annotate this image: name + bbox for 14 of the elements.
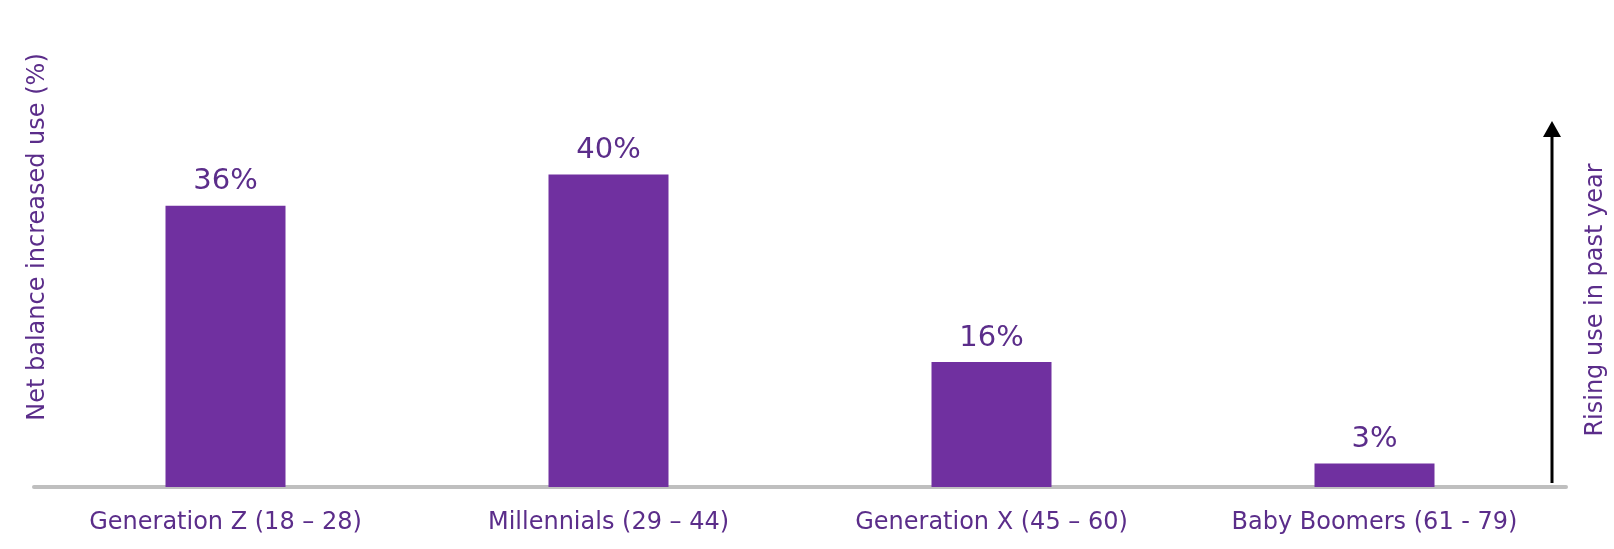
- bar: [548, 174, 669, 487]
- data-label: 40%: [576, 131, 641, 165]
- data-label: 16%: [959, 318, 1024, 353]
- text: Rising use in past year: [1579, 163, 1608, 437]
- data-label: 36%: [193, 162, 258, 197]
- x-tick-label: Millennials (29 – 44): [487, 507, 730, 535]
- bar: [931, 362, 1052, 487]
- x-tick-label: Generation X (45 – 60): [855, 507, 1128, 535]
- data-label: 3%: [1351, 420, 1398, 455]
- x-tick-label: Baby Boomers (61 - 79): [1231, 507, 1518, 535]
- x-tick-label: Generation Z (18 – 28): [89, 507, 362, 535]
- y-axis-title: Net balance increased use (%): [21, 53, 50, 421]
- bar: [165, 205, 286, 487]
- bar: [1314, 463, 1435, 487]
